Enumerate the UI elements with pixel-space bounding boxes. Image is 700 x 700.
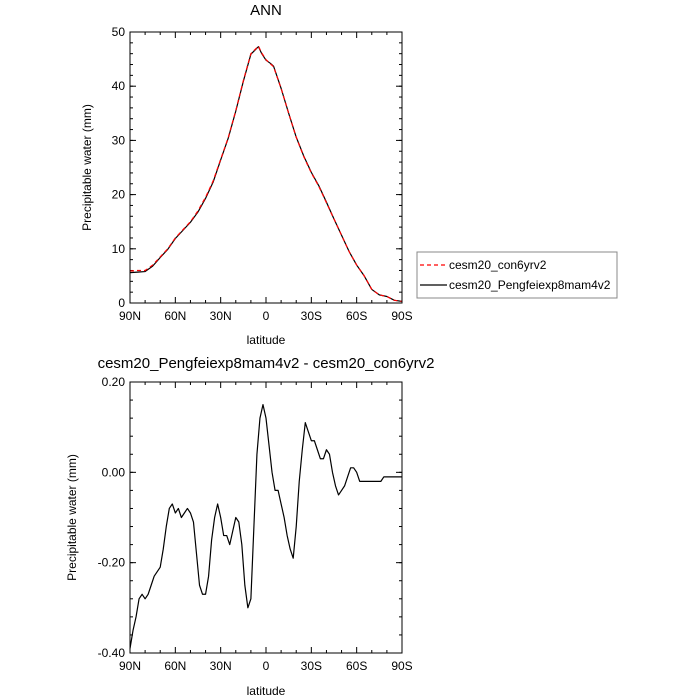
legend-box (416, 251, 618, 299)
legend-label-series-2: cesm20_Pengfeiexp8mam4v2 (449, 278, 611, 292)
x-tick-label: 90S (391, 309, 412, 323)
y-tick-label: 0.20 (102, 375, 126, 389)
top-panel-frame (129, 31, 403, 304)
y-tick-label: 20 (112, 188, 126, 202)
x-tick-label: 90N (119, 659, 141, 673)
y-tick-label: 0 (118, 296, 125, 310)
x-tick-label: 60N (164, 659, 186, 673)
x-tick-label: 30S (301, 309, 322, 323)
top-panel-ticks (129, 31, 403, 304)
y-tick-label: -0.40 (98, 646, 126, 660)
x-tick-label: 90N (119, 309, 141, 323)
bottom-panel: cesm20_Pengfeiexp8mam4v2 - cesm20_con6yr… (65, 355, 434, 698)
x-tick-label: 60N (164, 309, 186, 323)
y-tick-label: -0.20 (98, 556, 126, 570)
y-tick-label: 10 (112, 242, 126, 256)
top-panel-xlabel: latitude (247, 333, 286, 347)
series-line-1 (129, 45, 403, 302)
bottom-panel-ylabel: Precipitable water (mm) (65, 454, 79, 581)
y-tick-label: 50 (112, 25, 126, 39)
x-tick-label: 0 (263, 659, 270, 673)
series-line-1 (129, 403, 402, 649)
bottom-panel-xlabel: latitude (247, 684, 286, 698)
x-tick-label: 0 (263, 309, 270, 323)
bottom-panel-frame (129, 381, 403, 654)
top-panel: ANN 90N 60N 30N 0 30S 60S 90S 0 10 20 30 40 50 latit… (80, 2, 413, 347)
legend-label-series-1: cesm20_con6yrv2 (449, 258, 547, 272)
x-tick-label: 60S (346, 659, 367, 673)
bottom-panel-series (129, 403, 402, 649)
bottom-panel-tick-labels: 90N 60N 30N 0 30S 60S 90S -0.40 -0.20 0.00 0.20 (98, 375, 413, 673)
top-panel-title: ANN (250, 2, 282, 19)
top-panel-tick-labels: 90N 60N 30N 0 30S 60S 90S 0 10 20 30 40 50 (112, 25, 413, 323)
series-line-2 (129, 46, 403, 302)
top-panel-series (129, 45, 403, 302)
bottom-panel-title: cesm20_Pengfeiexp8mam4v2 - cesm20_con6yr… (98, 355, 435, 372)
x-tick-label: 90S (391, 659, 412, 673)
y-tick-label: 0.00 (102, 465, 126, 479)
x-tick-label: 30N (210, 659, 232, 673)
top-panel-ylabel: Precipitable water (mm) (80, 104, 94, 231)
x-tick-label: 60S (346, 309, 367, 323)
x-tick-label: 30N (210, 309, 232, 323)
y-tick-label: 40 (112, 79, 126, 93)
x-tick-label: 30S (301, 659, 322, 673)
y-tick-label: 30 (112, 133, 126, 147)
legend: cesm20_con6yrv2 cesm20_Pengfeiexp8mam4v2 (416, 251, 618, 299)
